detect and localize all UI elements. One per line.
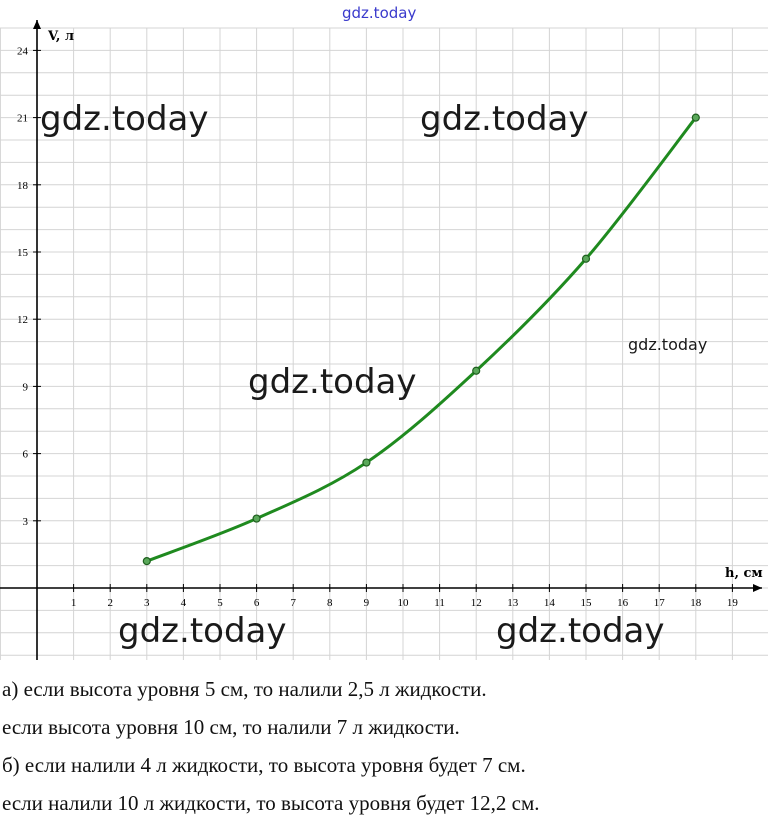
y-tick-label: 3 <box>23 516 29 528</box>
x-tick-label: 8 <box>327 597 333 609</box>
x-tick-label: 11 <box>434 597 445 609</box>
y-tick-label: 12 <box>17 314 28 326</box>
y-tick-label: 6 <box>23 449 29 461</box>
x-tick-label: 10 <box>398 597 410 609</box>
x-tick-label: 7 <box>290 597 296 609</box>
x-axis-label: h, см <box>725 566 763 581</box>
x-tick-label: 1 <box>71 597 77 609</box>
tick-labels: 1 2 3 4 5 6 7 8 9 10 11 12 13 14 15 16 17 18 1936912151821… <box>17 45 738 609</box>
y-tick-label: 15 <box>17 247 29 259</box>
x-tick-label: 9 <box>364 597 370 609</box>
answer-line: а) если высота уровня 5 см, то налили 2,… <box>2 677 487 701</box>
data-point <box>362 458 371 467</box>
watermark: gdz.today <box>496 611 665 651</box>
x-axis-arrow <box>753 584 762 592</box>
x-tick-label: 5 <box>217 597 223 609</box>
y-tick-label: 9 <box>23 381 29 393</box>
x-tick-label: 2 <box>107 597 113 609</box>
x-tick-label: 14 <box>544 597 556 609</box>
x-tick-label: 19 <box>727 597 739 609</box>
chart: 1 2 3 4 5 6 7 8 9 10 11 12 13 14 15 16 17 18 1936912151821… <box>0 4 768 660</box>
y-tick-label: 21 <box>17 113 28 125</box>
y-axis-label: V, л <box>47 29 74 44</box>
y-tick-label: 24 <box>17 45 29 57</box>
x-tick-label: 12 <box>471 597 482 609</box>
data-point <box>581 254 591 263</box>
watermark: gdz.today <box>420 99 589 139</box>
answer-line: б) если налили 4 л жидкости, то высота у… <box>2 753 526 777</box>
x-tick-label: 17 <box>654 597 666 609</box>
x-tick-label: 18 <box>690 597 702 609</box>
x-tick-label: 6 <box>254 597 260 609</box>
data-point <box>472 366 481 375</box>
answer-line: если налили 10 л жидкости, то высота уро… <box>2 791 540 815</box>
x-tick-label: 13 <box>507 597 519 609</box>
data-point <box>252 514 261 523</box>
watermark: gdz.today <box>248 362 417 402</box>
grid <box>0 27 768 660</box>
x-tick-label: 15 <box>581 597 593 609</box>
y-axis-arrow <box>33 20 41 29</box>
x-tick-label: 4 <box>181 597 187 609</box>
series-line <box>146 116 697 563</box>
watermark: gdz.today <box>628 335 707 354</box>
answer-line: если высота уровня 10 см, то налили 7 л … <box>2 715 460 739</box>
axes <box>0 20 762 660</box>
x-tick-label: 3 <box>144 597 150 609</box>
series-points <box>142 113 700 566</box>
answers: а) если высота уровня 5 см, то налили 2,… <box>0 670 768 822</box>
watermark-top: gdz.today <box>342 4 416 22</box>
data-point <box>691 113 700 122</box>
watermark: gdz.today <box>40 99 209 139</box>
data-point <box>142 557 151 566</box>
watermark: gdz.today <box>118 611 287 651</box>
y-tick-label: 18 <box>17 180 29 192</box>
x-tick-label: 16 <box>617 597 629 609</box>
